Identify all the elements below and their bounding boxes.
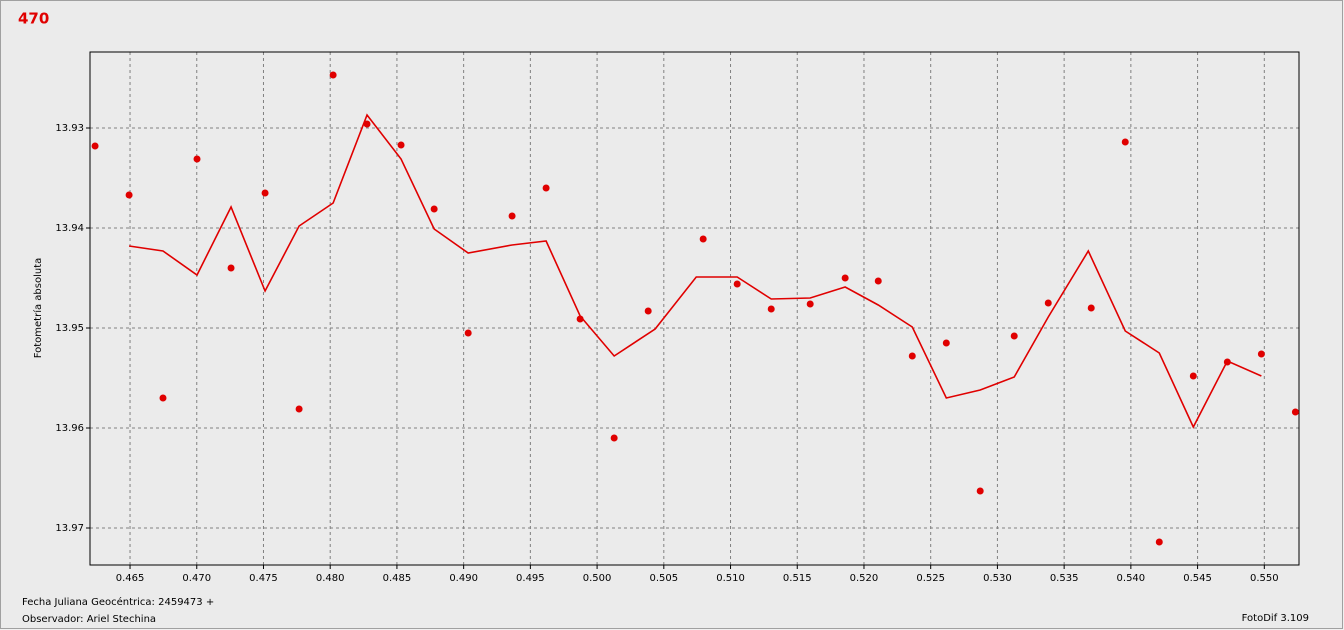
data-point: [295, 405, 303, 413]
x-tick-label: 0.520: [850, 573, 879, 584]
x-tick-label: 0.495: [516, 573, 545, 584]
y-axis-label: Fotometría absoluta: [32, 258, 44, 359]
y-tick-label: 13.97: [55, 523, 84, 534]
data-point: [1010, 332, 1018, 340]
footer-text: Observador: Ariel Stechina: [22, 614, 156, 625]
data-point: [733, 280, 741, 288]
data-point: [261, 189, 269, 197]
data-point: [767, 305, 775, 313]
data-line: [128, 113, 1262, 429]
x-tick-label: 0.470: [182, 573, 211, 584]
x-tick-label: 0.475: [249, 573, 278, 584]
data-point: [1044, 299, 1052, 307]
data-point: [841, 274, 849, 282]
data-point: [1291, 408, 1299, 416]
data-point: [542, 184, 550, 192]
x-tick-label: 0.540: [1117, 573, 1146, 584]
chart-title: 470: [18, 10, 49, 28]
y-tick-label: 13.93: [55, 123, 84, 134]
data-point: [1189, 372, 1197, 380]
data-point: [976, 487, 984, 495]
y-tick-label: 13.96: [55, 423, 84, 434]
data-point: [397, 141, 405, 149]
data-point: [1155, 538, 1163, 546]
data-point: [91, 142, 99, 150]
plot-border: [89, 51, 1300, 566]
data-point: [430, 205, 438, 213]
data-point: [1121, 138, 1129, 146]
x-tick-label: 0.500: [583, 573, 612, 584]
x-tick-label: 0.535: [1050, 573, 1079, 584]
data-point: [464, 329, 472, 337]
data-point: [1087, 304, 1095, 312]
data-point: [125, 191, 133, 199]
data-point: [193, 155, 201, 163]
data-point: [699, 235, 707, 243]
x-tick-label: 0.550: [1250, 573, 1279, 584]
y-tick-label: 13.94: [55, 223, 84, 234]
x-tick-label: 0.510: [716, 573, 745, 584]
x-tick-label: 0.530: [983, 573, 1012, 584]
x-tick-label: 0.485: [383, 573, 412, 584]
data-point: [1257, 350, 1265, 358]
x-tick-label: 0.545: [1183, 573, 1212, 584]
x-tick-label: 0.525: [916, 573, 945, 584]
y-tick-label: 13.95: [55, 323, 84, 334]
data-point: [363, 120, 371, 128]
footer-text: FotoDif 3.109: [1242, 613, 1309, 624]
data-point: [874, 277, 882, 285]
data-point: [942, 339, 950, 347]
x-tick-label: 0.480: [316, 573, 345, 584]
x-tick-label: 0.505: [649, 573, 678, 584]
data-point: [644, 307, 652, 315]
data-point: [508, 212, 516, 220]
footer-text: Fecha Juliana Geocéntrica: 2459473 +: [22, 596, 214, 608]
data-point: [806, 300, 814, 308]
data-point: [227, 264, 235, 272]
data-point: [159, 394, 167, 402]
x-tick-label: 0.465: [116, 573, 145, 584]
data-point: [329, 71, 337, 79]
data-point: [908, 352, 916, 360]
x-tick-label: 0.515: [783, 573, 812, 584]
x-tick-label: 0.490: [449, 573, 478, 584]
data-point: [610, 434, 618, 442]
